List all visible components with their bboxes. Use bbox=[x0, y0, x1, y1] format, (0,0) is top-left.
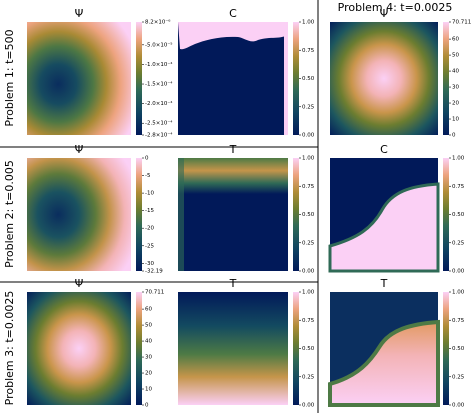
row-label: Problem 3: t=0.0025 bbox=[3, 291, 16, 406]
heatmap bbox=[178, 292, 288, 405]
colorbar bbox=[443, 292, 449, 405]
colorbar-tick-label: 50 bbox=[145, 323, 152, 329]
colorbar-tick-label: 0.25 bbox=[302, 240, 315, 246]
colorbar-tick-label: 20 bbox=[452, 101, 459, 107]
colorbar-tick-label: 0.25 bbox=[452, 374, 465, 380]
colorbar-tick-label: 0.00 bbox=[302, 403, 315, 409]
colorbar-tick-label: 30 bbox=[145, 355, 152, 361]
colorbar-tick-label: -25 bbox=[145, 243, 154, 249]
colorbar-tick-label: 70.711 bbox=[452, 20, 471, 26]
colorbar-tick-label: 8.2×10⁻⁶ bbox=[145, 19, 171, 26]
colorbar bbox=[293, 22, 299, 135]
colorbar bbox=[136, 22, 142, 135]
colorbar-tick-label: 20 bbox=[145, 371, 152, 377]
colorbar-tick-label: 0.25 bbox=[452, 240, 465, 246]
panel-title: Ψ bbox=[75, 7, 84, 20]
heatmap bbox=[328, 292, 440, 407]
heatmap bbox=[27, 22, 131, 135]
colorbar-tick-label: 60 bbox=[145, 307, 152, 313]
panel-title: C bbox=[380, 143, 388, 156]
column-title: Problem 4: t=0.0025 bbox=[338, 1, 453, 14]
colorbar-tick-label: 0.00 bbox=[452, 403, 465, 409]
colorbar-tick-label: 1.00 bbox=[452, 156, 465, 162]
colorbar-tick-label: -32.19 bbox=[145, 269, 163, 275]
colorbar-tick-label: 70.711 bbox=[145, 290, 164, 296]
colorbar-tick-label: 0.50 bbox=[452, 346, 465, 352]
colorbar-tick-label: 0.50 bbox=[302, 212, 315, 218]
colorbar-tick-label: -1.5×10⁻⁴ bbox=[145, 81, 173, 88]
colorbar-tick-label: 60 bbox=[452, 37, 459, 43]
heatmap bbox=[178, 22, 288, 135]
colorbar-tick-label: -2.0×10⁻⁴ bbox=[145, 100, 173, 107]
colorbar-tick-label: 0 bbox=[145, 403, 149, 409]
colorbar-tick-label: 40 bbox=[145, 339, 152, 345]
colorbar-tick-label: -2.5×10⁻⁴ bbox=[145, 120, 173, 127]
colorbar-tick-label: 0.00 bbox=[302, 133, 315, 139]
colorbar-tick-label: 0.75 bbox=[452, 318, 465, 324]
colorbar-tick-label: -10 bbox=[145, 191, 154, 197]
row-label: Problem 2: t=0.005 bbox=[3, 160, 16, 268]
colorbar-tick-label: 40 bbox=[452, 69, 459, 75]
colorbar-tick-label: 50 bbox=[452, 53, 459, 59]
colorbar-tick-label: -15 bbox=[145, 208, 154, 214]
colorbar-tick-label: -2.8×10⁻⁴ bbox=[145, 132, 173, 139]
colorbar-tick-label: -5.0×10⁻⁵ bbox=[145, 41, 172, 48]
row-label: Problem 1: t=500 bbox=[3, 29, 16, 126]
colorbar-tick-label: -30 bbox=[145, 261, 154, 267]
panel-title: T bbox=[380, 277, 388, 290]
colorbar-tick-label: 0.75 bbox=[302, 48, 315, 54]
colorbar bbox=[443, 158, 449, 271]
colorbar-tick-label: 0.75 bbox=[302, 318, 315, 324]
heatmap bbox=[27, 158, 131, 271]
panel-title: Ψ bbox=[380, 7, 389, 20]
colorbar-tick-label: 10 bbox=[145, 387, 152, 393]
colorbar-tick-label: 30 bbox=[452, 85, 459, 91]
colorbar-tick-label: 0.50 bbox=[302, 76, 315, 82]
panel-title: C bbox=[229, 7, 237, 20]
colorbar-tick-label: 0.75 bbox=[452, 184, 465, 190]
colorbar-tick-label: 0.00 bbox=[452, 269, 465, 275]
colorbar-tick-label: 0 bbox=[452, 133, 456, 139]
panel-title: Ψ bbox=[75, 277, 84, 290]
colorbar-tick-label: 10 bbox=[452, 117, 459, 123]
colorbar-tick-label: 1.00 bbox=[302, 156, 315, 162]
heatmap bbox=[27, 292, 131, 405]
panel-title: T bbox=[229, 143, 237, 156]
colorbar-tick-label: 1.00 bbox=[302, 290, 315, 296]
colorbar-tick-label: 0.00 bbox=[302, 269, 315, 275]
colorbar-tick-label: 0 bbox=[145, 156, 149, 162]
heatmap bbox=[330, 22, 438, 135]
colorbar-tick-label: 0.75 bbox=[302, 184, 315, 190]
colorbar-tick-label: 0.25 bbox=[302, 374, 315, 380]
colorbar bbox=[293, 158, 299, 271]
colorbar bbox=[136, 158, 142, 271]
heatmap bbox=[328, 158, 440, 273]
heatmap bbox=[178, 158, 288, 271]
colorbar-tick-label: 1.00 bbox=[302, 20, 315, 26]
panel-title: Ψ bbox=[75, 143, 84, 156]
colorbar-tick-label: 0.50 bbox=[302, 346, 315, 352]
colorbar bbox=[136, 292, 142, 405]
colorbar bbox=[293, 292, 299, 405]
colorbar bbox=[443, 22, 449, 135]
colorbar-tick-label: 1.00 bbox=[452, 290, 465, 296]
colorbar-tick-label: -1.0×10⁻⁴ bbox=[145, 61, 173, 68]
panel-title: T bbox=[229, 277, 237, 290]
colorbar-tick-label: 0.25 bbox=[302, 104, 315, 110]
colorbar-tick-label: 0.50 bbox=[452, 212, 465, 218]
colorbar-tick-label: -5 bbox=[145, 173, 151, 179]
colorbar-tick-label: -20 bbox=[145, 226, 154, 232]
